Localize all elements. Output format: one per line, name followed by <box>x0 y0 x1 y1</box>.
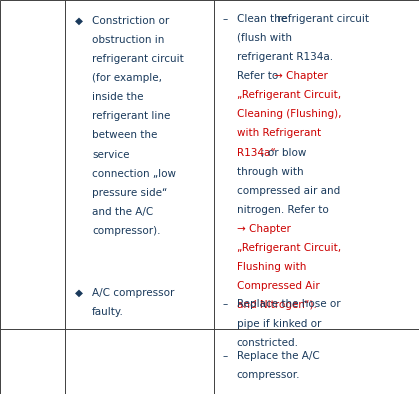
Text: Replace the hose or: Replace the hose or <box>237 299 340 309</box>
Text: ; or blow: ; or blow <box>261 148 307 158</box>
Text: Flushing with: Flushing with <box>237 262 306 272</box>
Text: Clean the: Clean the <box>237 14 287 24</box>
Text: between the: between the <box>92 130 158 140</box>
Text: A/C compressor: A/C compressor <box>92 288 175 297</box>
Text: ◆: ◆ <box>75 16 83 26</box>
Text: obstruction in: obstruction in <box>92 35 165 45</box>
Text: pipe if kinked or: pipe if kinked or <box>237 318 321 329</box>
Text: connection „low: connection „low <box>92 169 176 178</box>
Text: nitrogen. Refer to: nitrogen. Refer to <box>237 205 328 215</box>
Text: compressed air and: compressed air and <box>237 186 340 196</box>
Text: Refer to: Refer to <box>237 71 281 81</box>
Text: Compressed Air: Compressed Air <box>237 281 319 291</box>
Text: –: – <box>222 14 228 24</box>
Text: pressure side“: pressure side“ <box>92 188 168 198</box>
Text: faulty.: faulty. <box>92 307 124 317</box>
Text: and Nitrogen“).: and Nitrogen“). <box>237 301 317 310</box>
Text: refrigerant circuit: refrigerant circuit <box>92 54 184 64</box>
Text: refrigerant line: refrigerant line <box>92 112 171 121</box>
Text: compressor.: compressor. <box>237 370 300 380</box>
Text: R134a“: R134a“ <box>237 148 275 158</box>
Text: service: service <box>92 150 129 160</box>
Text: refrigerant circuit: refrigerant circuit <box>274 14 369 24</box>
Text: „Refrigerant Circuit,: „Refrigerant Circuit, <box>237 90 341 100</box>
Text: „Refrigerant Circuit,: „Refrigerant Circuit, <box>237 243 341 253</box>
Text: refrigerant R134a.: refrigerant R134a. <box>237 52 333 62</box>
Text: Replace the A/C: Replace the A/C <box>237 351 319 361</box>
Text: –: – <box>222 299 228 309</box>
Text: (flush with: (flush with <box>237 33 292 43</box>
Text: → Chapter: → Chapter <box>274 71 328 81</box>
Text: –: – <box>222 351 228 361</box>
Text: constricted.: constricted. <box>237 338 299 348</box>
Text: (for example,: (for example, <box>92 73 162 83</box>
Text: ◆: ◆ <box>75 288 83 297</box>
Text: → Chapter: → Chapter <box>237 224 291 234</box>
Text: and the A/C: and the A/C <box>92 207 153 217</box>
Text: Constriction or: Constriction or <box>92 16 169 26</box>
Text: Cleaning (Flushing),: Cleaning (Flushing), <box>237 110 341 119</box>
Text: through with: through with <box>237 167 303 177</box>
Text: compressor).: compressor). <box>92 226 160 236</box>
Text: inside the: inside the <box>92 92 144 102</box>
Text: with Refrigerant: with Refrigerant <box>237 128 321 138</box>
